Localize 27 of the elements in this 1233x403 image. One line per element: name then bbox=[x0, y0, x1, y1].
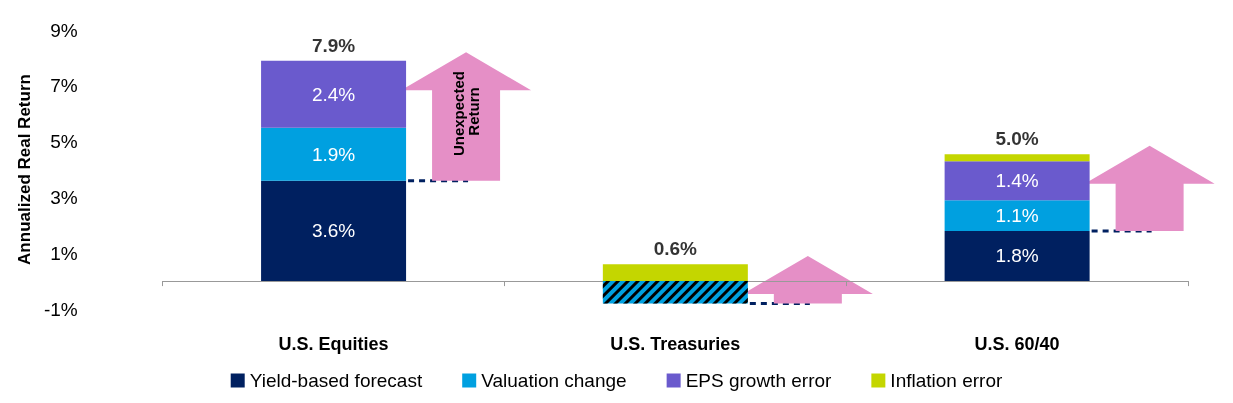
y-tick-label: 1% bbox=[50, 242, 78, 264]
y-tick-label: 9% bbox=[50, 19, 78, 41]
data-label: 1.1% bbox=[995, 205, 1039, 227]
bar bbox=[261, 180, 407, 282]
y-tick-label: 5% bbox=[50, 131, 78, 153]
annotation: Unexpected Return bbox=[450, 66, 483, 157]
x-tick-label: U.S. 60/40 bbox=[974, 334, 1060, 354]
legend-label: EPS growth error bbox=[685, 370, 833, 391]
x-tick-label: U.S. Equities bbox=[278, 334, 389, 354]
legend-label: Yield-based forecast bbox=[249, 370, 423, 391]
legend-label: Valuation change bbox=[481, 370, 627, 391]
annotation: 7.9% bbox=[311, 34, 356, 56]
data-label: 1.8% bbox=[995, 245, 1039, 267]
x-tick-label: U.S. Treasuries bbox=[610, 334, 741, 354]
data-label: 3.6% bbox=[311, 220, 356, 242]
annotation: 0.6% bbox=[653, 238, 698, 260]
bar bbox=[944, 154, 1090, 162]
y-tick-label: 3% bbox=[50, 186, 78, 208]
bar bbox=[944, 230, 1090, 282]
data-label: 2.4% bbox=[311, 83, 356, 105]
annotation: 5.0% bbox=[995, 128, 1039, 150]
y-axis-title: Annualized Real Return bbox=[15, 74, 34, 265]
legend-label: Inflation error bbox=[890, 370, 1003, 391]
y-tick-label: 7% bbox=[50, 75, 78, 97]
data-label: 1.4% bbox=[995, 170, 1039, 192]
data-label: 1.9% bbox=[311, 143, 356, 165]
y-tick-label: -1% bbox=[43, 298, 78, 320]
